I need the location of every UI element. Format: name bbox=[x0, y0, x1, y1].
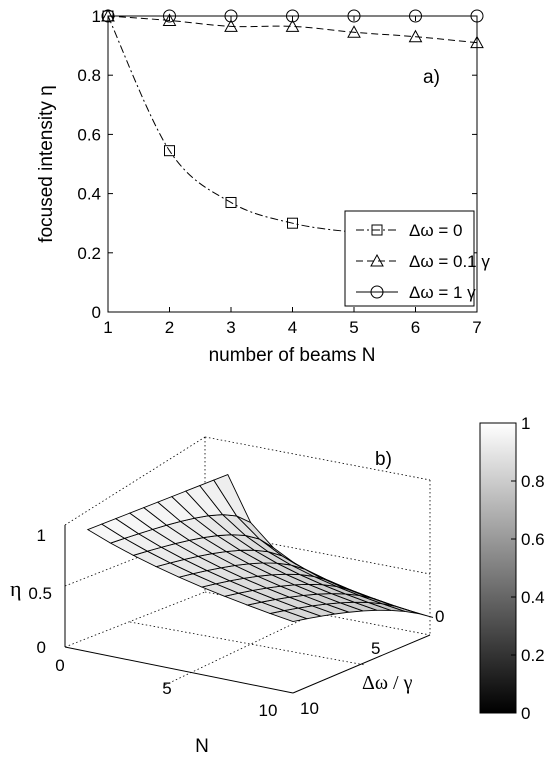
x-tick-label: 3 bbox=[226, 318, 235, 337]
series-marker-circle bbox=[347, 9, 361, 23]
n-axis-label: N bbox=[195, 736, 209, 757]
legend-marker-square bbox=[371, 224, 383, 236]
surface-plot-panel-b: b) 1 0.5 0 η 0 5 10 N 0 5 10 Δω / γ 0 0.2… bbox=[10, 414, 545, 757]
dw-axis-label: Δω / γ bbox=[362, 672, 413, 694]
series-marker-circle bbox=[286, 9, 299, 23]
colorbar-tick-label: 0 bbox=[521, 704, 530, 723]
y-axis-label-a: focused intensity η bbox=[36, 85, 57, 242]
n-tick: 0 bbox=[55, 656, 64, 675]
series-marker-triangle bbox=[347, 25, 361, 38]
dw-tick: 10 bbox=[300, 699, 319, 718]
y-tick-label: 0.6 bbox=[77, 125, 101, 144]
series-marker-triangle bbox=[470, 35, 484, 49]
x-axis-label-a: number of beams N bbox=[209, 345, 376, 366]
legend-label: Δω = 1 γ bbox=[409, 283, 476, 302]
dw-tick: 0 bbox=[435, 607, 444, 626]
y-tick-label: 0.2 bbox=[77, 244, 101, 263]
series-marker-triangle bbox=[285, 19, 300, 32]
colorbar-tick-label: 0.4 bbox=[521, 588, 545, 607]
series-marker-circle bbox=[409, 9, 422, 23]
series-marker-square bbox=[164, 145, 175, 157]
x-tick-label: 4 bbox=[288, 318, 297, 337]
legend-marker-triangle bbox=[370, 253, 384, 267]
series-line-triangle bbox=[108, 16, 477, 44]
series-marker-triangle bbox=[101, 8, 115, 22]
series-marker-square bbox=[287, 217, 298, 229]
series-marker-circle bbox=[224, 9, 238, 23]
legend-label: Δω = 0.1 γ bbox=[409, 252, 490, 271]
x-tick-label: 2 bbox=[165, 318, 174, 337]
n-tick: 5 bbox=[162, 679, 171, 698]
y-tick-label: 1 bbox=[92, 7, 101, 26]
z-tick: 0 bbox=[37, 638, 46, 657]
colorbar bbox=[479, 422, 517, 714]
x-tick-label: 7 bbox=[472, 318, 481, 337]
series-marker-circle bbox=[470, 9, 484, 23]
panel-label-b: b) bbox=[375, 449, 392, 470]
surface-n-axis bbox=[64, 646, 294, 694]
colorbar-tick-label: 0.2 bbox=[521, 646, 545, 665]
series-line-square bbox=[108, 16, 477, 238]
legend: Δω = 0 Δω = 0.1 γ Δω = 1 γ bbox=[344, 210, 490, 307]
colorbar-tick-label: 1 bbox=[521, 414, 530, 433]
surface-dw-axis bbox=[292, 634, 431, 694]
y-tick-label: 0.8 bbox=[77, 66, 101, 85]
series-marker-triangle bbox=[162, 13, 177, 26]
z-tick: 0.5 bbox=[28, 584, 52, 603]
series-marker-triangle bbox=[224, 19, 238, 32]
colorbar-tick-label: 0.8 bbox=[521, 472, 545, 491]
series-marker-circle bbox=[101, 9, 115, 23]
z-tick: 1 bbox=[37, 526, 46, 545]
series-marker-triangle bbox=[408, 29, 423, 43]
legend-marker-circle bbox=[370, 285, 384, 299]
line-chart-panel-a: 1 2 3 4 5 6 7 0 0.2 0.4 0.6 0.8 1 a) number of beam… bbox=[36, 7, 490, 366]
x-tick-label: 6 bbox=[411, 318, 420, 337]
surface-mesh bbox=[86, 474, 434, 623]
panel-label-a: a) bbox=[423, 67, 440, 88]
x-tick-label: 1 bbox=[103, 318, 112, 337]
legend-label: Δω = 0 bbox=[409, 221, 462, 240]
y-tick-label: 0.4 bbox=[77, 185, 101, 204]
x-tick-label: 5 bbox=[349, 318, 358, 337]
dw-tick: 5 bbox=[371, 639, 380, 658]
legend-box bbox=[344, 210, 475, 307]
y-tick-label: 0 bbox=[92, 303, 101, 322]
z-axis-label: η bbox=[10, 576, 22, 601]
series-marker-square bbox=[225, 196, 237, 208]
colorbar-tick-label: 0.6 bbox=[521, 530, 545, 549]
series-marker-circle bbox=[163, 9, 176, 23]
surface-patch bbox=[213, 474, 252, 524]
n-tick: 10 bbox=[259, 701, 278, 720]
